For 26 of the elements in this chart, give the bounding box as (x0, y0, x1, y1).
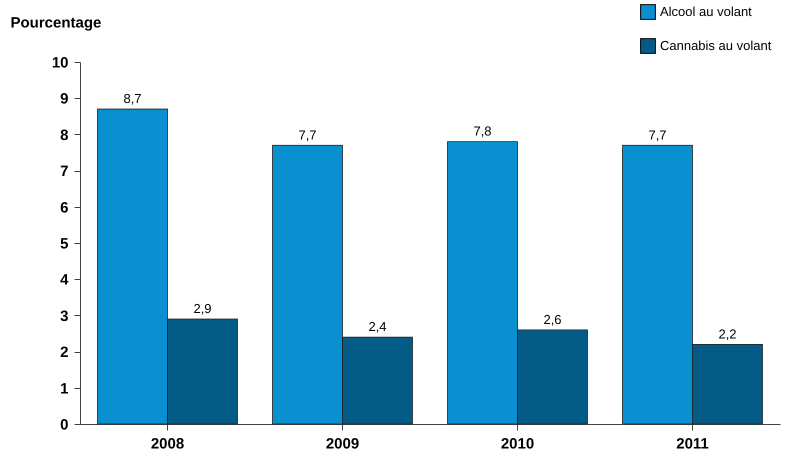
data-label: 2,6 (543, 312, 562, 327)
y-tick-label: 10 (52, 54, 68, 72)
y-tick-label: 9 (60, 90, 68, 108)
y-tick-label: 0 (60, 416, 68, 434)
data-label: 7,7 (648, 127, 667, 142)
data-label: 7,7 (298, 127, 317, 142)
data-label: 2,2 (718, 326, 737, 342)
legend-label: Cannabis au volant (660, 38, 772, 53)
data-label: 7,8 (473, 124, 492, 139)
x-tick-label: 2010 (500, 436, 534, 452)
y-tick-label: 2 (60, 344, 68, 362)
y-tick-label: 7 (60, 163, 68, 180)
data-label: 2,4 (368, 319, 387, 334)
x-tick-label: 2008 (150, 436, 184, 452)
y-tick-label: 5 (60, 236, 68, 252)
data-label: 2,9 (193, 301, 212, 316)
x-tick-label: 2011 (676, 436, 709, 452)
y-tick-label: 3 (60, 308, 68, 325)
y-tick-label: 6 (60, 199, 68, 216)
data-label: 8,7 (123, 91, 142, 106)
legend-label: Alcool au volant (660, 4, 752, 19)
y-tick-label: 8 (60, 126, 68, 144)
y-tick-label: 1 (60, 380, 68, 398)
y-tick-label: 4 (60, 272, 70, 289)
y-axis-title: Pourcentage (10, 14, 102, 32)
x-tick-label: 2009 (326, 436, 360, 452)
